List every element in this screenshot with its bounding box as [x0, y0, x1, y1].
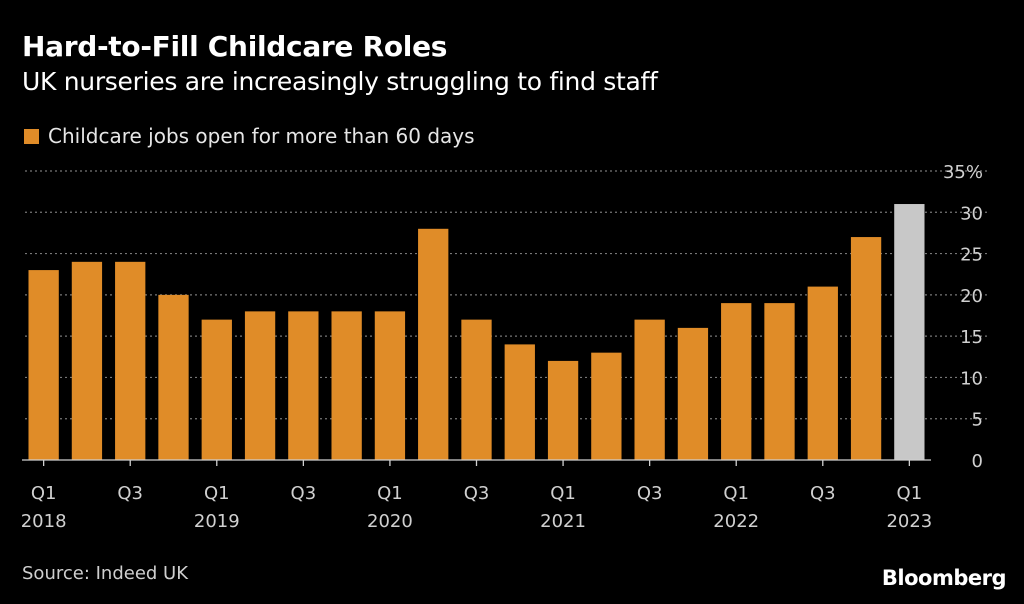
x-tick-label: Q1 [550, 483, 576, 504]
y-tick-label: 15 [960, 327, 983, 348]
y-tick-label: 20 [960, 286, 983, 307]
bar [591, 352, 622, 460]
bar [894, 204, 925, 460]
x-tick-label: Q1 [377, 483, 403, 504]
x-tick-year-label: 2022 [713, 511, 759, 532]
bar [115, 261, 146, 460]
bar [331, 311, 362, 460]
bar [504, 344, 535, 460]
y-tick-label: 35% [943, 162, 983, 183]
bar [28, 270, 59, 460]
y-tick-label: 30 [960, 203, 983, 224]
x-tick-label: Q1 [31, 483, 57, 504]
y-tick-label: 5 [972, 410, 983, 431]
bar [677, 327, 709, 460]
bar [158, 294, 189, 460]
bar [201, 319, 232, 460]
bar [634, 319, 665, 460]
y-tick-label: 25 [960, 245, 983, 266]
bar [71, 261, 103, 460]
x-tick-year-label: 2021 [540, 511, 586, 532]
x-tick-label: Q3 [117, 483, 143, 504]
bar [374, 311, 406, 460]
y-tick-label: 0 [972, 451, 983, 472]
legend-swatch [24, 128, 39, 144]
bar [721, 303, 752, 460]
x-tick-label: Q1 [897, 483, 923, 504]
bar [244, 311, 276, 460]
x-tick-year-label: 2023 [886, 511, 932, 532]
bar [807, 286, 838, 460]
bar [461, 319, 492, 460]
x-tick-label: Q1 [723, 483, 749, 504]
y-tick-label: 10 [960, 368, 983, 389]
x-tick-label: Q3 [637, 483, 663, 504]
x-tick-label: Q3 [291, 483, 317, 504]
source-note: Source: Indeed UK [22, 563, 189, 584]
bloomberg-logo: Bloomberg [881, 566, 1007, 590]
x-tick-label: Q3 [810, 483, 836, 504]
x-tick-label: Q1 [204, 483, 230, 504]
x-tick-label: Q3 [464, 483, 490, 504]
legend-label: Childcare jobs open for more than 60 day… [48, 124, 475, 148]
chart-title: Hard-to-Fill Childcare Roles [22, 30, 448, 63]
bar [764, 303, 795, 460]
x-tick-year-label: 2018 [21, 511, 67, 532]
bar [418, 228, 449, 460]
bar [288, 311, 319, 460]
bar [547, 360, 579, 460]
legend: Childcare jobs open for more than 60 day… [24, 124, 475, 148]
chart-subtitle: UK nurseries are increasingly struggling… [22, 67, 658, 96]
x-tick-year-label: 2020 [367, 511, 413, 532]
bar [850, 237, 882, 460]
x-tick-year-label: 2019 [194, 511, 240, 532]
